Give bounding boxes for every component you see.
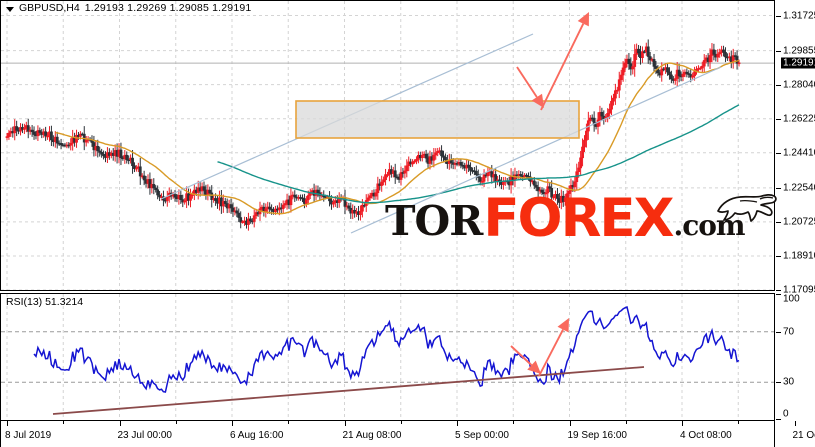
time-axis-minor-tick: [738, 421, 740, 424]
rsi-forecast-arrow-up: [538, 318, 569, 377]
price-scale-label: 1.24410: [783, 147, 815, 159]
price-scale-label: 1.28040: [783, 79, 815, 91]
time-axis-minor-tick: [625, 421, 627, 424]
price-scale-tick: [776, 84, 781, 86]
price-scale-label: 1.22540: [783, 182, 815, 194]
time-axis-tick: [794, 421, 796, 426]
ohlc-values: 1.29193 1.29269 1.29085 1.29191: [84, 2, 252, 14]
time-axis-minor-tick: [400, 421, 402, 424]
time-axis-minor-tick: [63, 421, 65, 424]
price-scale-tick: [776, 290, 781, 291]
rsi-scale-label: 70: [783, 326, 795, 338]
rsi-header-label: RSI(13) 51.3214: [6, 296, 84, 308]
time-axis-label: 23 Jul 00:00: [117, 430, 173, 441]
price-scale-tick: [776, 15, 781, 17]
rsi-scale-label: 100: [783, 293, 800, 305]
time-axis: 8 Jul 2019 23 Jul 00:00 6 Aug 16:00 21 Aug …: [0, 421, 815, 447]
time-axis-tick: [344, 421, 346, 426]
chart-header: GBPUSD,H4 1.29193 1.29269 1.29085 1.2919…: [6, 2, 251, 15]
time-axis-tick: [7, 421, 8, 426]
rsi-scale-tick: [776, 419, 781, 420]
time-axis-label: 21 Aug 08:00: [342, 430, 402, 441]
bull-logo-icon: [717, 194, 777, 222]
price-scale-tick: [776, 50, 781, 52]
time-axis-minor-tick: [513, 421, 515, 424]
price-scale-tick: [776, 187, 781, 189]
price-scale-label: 1.26225: [783, 113, 815, 125]
price-scale-tick: [776, 221, 781, 223]
time-axis-label: 4 Oct 08:00: [680, 430, 732, 441]
price-chart-pane[interactable]: [0, 0, 775, 291]
rsi-scale-tick: [776, 382, 781, 384]
rsi-indicator-pane[interactable]: [0, 293, 775, 421]
rsi-scale-label: 0: [783, 408, 789, 420]
price-scale: 1.31725 1.29855 1.28040 1.26225 1.24410 1.225…: [776, 0, 815, 296]
time-axis-label: 19 Sep 16:00: [567, 430, 628, 441]
current-price-label: 1.29191: [781, 57, 815, 69]
rsi-chart-canvas: [1, 294, 774, 420]
price-scale-tick: [776, 152, 781, 154]
rsi-scale-tick: [776, 294, 781, 295]
chevron-down-icon[interactable]: [6, 7, 14, 12]
price-scale-label: 1.20725: [783, 216, 815, 228]
rsi-line: [33, 305, 740, 393]
time-axis-tick: [682, 421, 683, 426]
resistance-zone-box: [295, 100, 580, 139]
rsi-support-trendline: [52, 366, 645, 415]
rsi-forecast-arrow-down: [510, 345, 541, 374]
forecast-arrow-up: [540, 12, 589, 111]
time-axis-label: 6 Aug 16:00: [230, 430, 284, 441]
time-axis-tick: [457, 421, 458, 426]
symbol-label: GBPUSD,H4: [19, 2, 80, 14]
time-axis-label: 8 Jul 2019: [5, 430, 52, 441]
price-scale-label: 1.17095: [783, 284, 815, 296]
price-scale-tick: [776, 118, 781, 120]
price-chart-canvas: [1, 1, 774, 290]
time-axis-tick: [119, 421, 121, 426]
price-scale-tick: [776, 255, 781, 257]
forecast-arrow-down: [516, 66, 544, 108]
time-axis-tick: [569, 421, 571, 426]
time-axis-label: 5 Sep 00:00: [455, 430, 509, 441]
rsi-scale-label: 30: [783, 376, 795, 388]
price-scale-label: 1.18910: [783, 250, 815, 262]
time-axis-tick: [232, 421, 233, 426]
time-axis-minor-tick: [175, 421, 177, 424]
price-scale-label: 1.29855: [783, 45, 815, 57]
price-scale-label: 1.31725: [783, 10, 815, 22]
time-axis-label: 21 Oct 00:00: [792, 430, 815, 441]
rsi-scale: 100 70 30 0: [776, 293, 815, 421]
rsi-scale-tick: [776, 331, 781, 333]
time-axis-minor-tick: [288, 421, 290, 424]
